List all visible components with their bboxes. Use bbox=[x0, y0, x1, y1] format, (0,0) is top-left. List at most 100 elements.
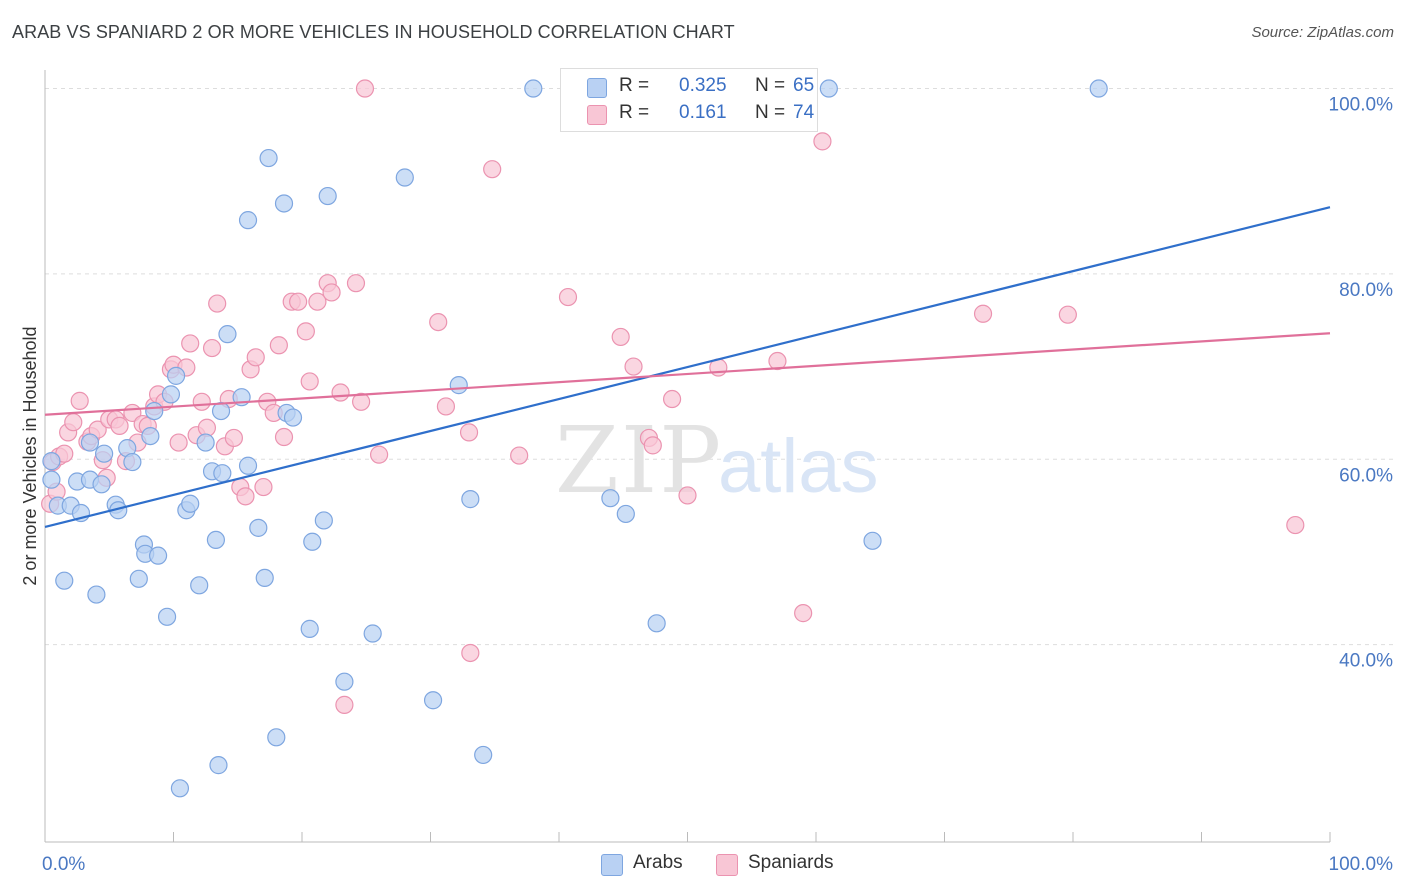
legend-r-value: 0.325 bbox=[679, 75, 727, 96]
arabs-trend-line bbox=[44, 206, 1331, 528]
arabs-point bbox=[300, 619, 319, 638]
arabs-point bbox=[141, 426, 160, 446]
y-tick-label: 40.0% bbox=[1339, 651, 1393, 672]
source-credit: Source: ZipAtlas.com bbox=[1251, 24, 1394, 41]
spaniards-point bbox=[678, 486, 697, 505]
arabs-point bbox=[196, 433, 215, 452]
y-tick-label: 100.0% bbox=[1329, 95, 1394, 116]
bottom-legend-label-arabs: Arabs bbox=[633, 852, 683, 873]
spaniards-point bbox=[355, 79, 375, 98]
legend: R = 0.325 N = 65 R = 0.161 N = 74 bbox=[560, 68, 818, 132]
arabs-point bbox=[259, 148, 278, 168]
arabs-point bbox=[211, 401, 231, 421]
arabs-point bbox=[238, 211, 258, 230]
spaniards-point bbox=[202, 338, 222, 358]
y-axis-label: 2 or more Vehicles in Household bbox=[20, 326, 40, 585]
arabs-point bbox=[363, 624, 382, 643]
spaniards-point bbox=[308, 292, 327, 311]
spaniards-point bbox=[558, 287, 578, 307]
arabs-point bbox=[238, 456, 258, 475]
arabs-point bbox=[255, 568, 274, 588]
legend-r-label: R = bbox=[619, 102, 650, 123]
spaniards-point bbox=[624, 357, 643, 376]
x-tick-label: 100.0% bbox=[1329, 854, 1394, 875]
arabs-point bbox=[170, 779, 190, 798]
arabs-point bbox=[166, 366, 186, 385]
spaniards-points bbox=[41, 79, 1305, 714]
spaniards-point bbox=[611, 327, 630, 347]
arabs-point bbox=[42, 452, 61, 471]
watermark-atlas: atlas bbox=[718, 424, 879, 509]
arabs-point bbox=[423, 691, 443, 710]
arabs-point bbox=[601, 489, 620, 508]
legend-n-value: 74 bbox=[793, 102, 815, 123]
spaniards-point bbox=[461, 643, 480, 663]
spaniards-point bbox=[289, 292, 308, 311]
arabs-point bbox=[145, 401, 164, 421]
chart-title: ARAB VS SPANIARD 2 OR MORE VEHICLES IN H… bbox=[12, 22, 735, 42]
spaniards-point bbox=[224, 428, 243, 448]
bottom-legend-label-spaniards: Spaniards bbox=[748, 852, 834, 873]
arabs-point bbox=[148, 546, 168, 565]
spaniards-point bbox=[335, 695, 354, 714]
arabs-point bbox=[249, 518, 268, 537]
spaniards-point bbox=[208, 294, 227, 313]
arabs-point bbox=[129, 569, 148, 588]
spaniards-point bbox=[236, 487, 255, 506]
spaniards-point bbox=[246, 348, 265, 367]
spaniards-point bbox=[643, 436, 662, 455]
bottom-legend-swatch-spaniards bbox=[716, 854, 738, 876]
watermark-zip: ZIP bbox=[555, 407, 723, 514]
spaniards-point bbox=[169, 433, 188, 452]
trend-lines bbox=[44, 206, 1331, 528]
arabs-point bbox=[206, 530, 226, 550]
arabs-point bbox=[80, 433, 100, 452]
x-tick-labels: 0.0% 100.0% bbox=[42, 854, 1393, 875]
arabs-point bbox=[461, 490, 480, 509]
arabs-point bbox=[863, 531, 882, 550]
arabs-point bbox=[318, 186, 337, 206]
arabs-point bbox=[218, 325, 237, 344]
spaniards-point bbox=[352, 392, 371, 411]
bottom-legend-swatch-arabs bbox=[601, 854, 623, 876]
spaniards-point bbox=[429, 312, 448, 332]
legend-n-value: 65 bbox=[793, 75, 815, 96]
spaniards-point bbox=[274, 427, 294, 447]
spaniards-point bbox=[192, 392, 211, 411]
spaniards-point bbox=[110, 416, 129, 436]
arabs-point bbox=[314, 511, 333, 530]
spaniards-point bbox=[459, 423, 479, 442]
spaniards-point bbox=[813, 132, 832, 151]
arabs-point bbox=[283, 408, 303, 427]
spaniards-point bbox=[331, 383, 350, 402]
spaniards-point bbox=[1286, 515, 1305, 535]
legend-r-value: 0.161 bbox=[679, 102, 727, 123]
spaniards-point bbox=[70, 391, 89, 410]
spaniards-point bbox=[510, 446, 529, 465]
legend-r-label: R = bbox=[619, 75, 650, 96]
arabs-point bbox=[123, 452, 142, 472]
arabs-point bbox=[647, 614, 666, 633]
arabs-point bbox=[181, 494, 200, 513]
spaniards-point bbox=[181, 334, 200, 353]
y-tick-labels: 40.0% 60.0% 80.0% 100.0% bbox=[1329, 95, 1394, 672]
legend-n-label: N = bbox=[755, 75, 786, 96]
arabs-point bbox=[190, 576, 209, 595]
y-tick-label: 80.0% bbox=[1339, 280, 1393, 301]
arabs-point bbox=[474, 745, 493, 765]
arabs-point bbox=[335, 672, 354, 691]
arabs-point bbox=[213, 464, 232, 483]
spaniards-point bbox=[322, 283, 341, 302]
arabs-point bbox=[92, 475, 111, 494]
arabs-point bbox=[449, 376, 468, 395]
y-tick-label: 60.0% bbox=[1339, 465, 1393, 486]
spaniards-point bbox=[768, 351, 787, 371]
arabs-point bbox=[1089, 79, 1108, 98]
spaniards-point bbox=[269, 336, 288, 355]
spaniards-point bbox=[794, 604, 813, 623]
arabs-point bbox=[161, 385, 181, 404]
arabs-point bbox=[87, 585, 106, 604]
legend-swatch-spaniards bbox=[587, 105, 607, 125]
spaniards-point bbox=[370, 445, 389, 464]
